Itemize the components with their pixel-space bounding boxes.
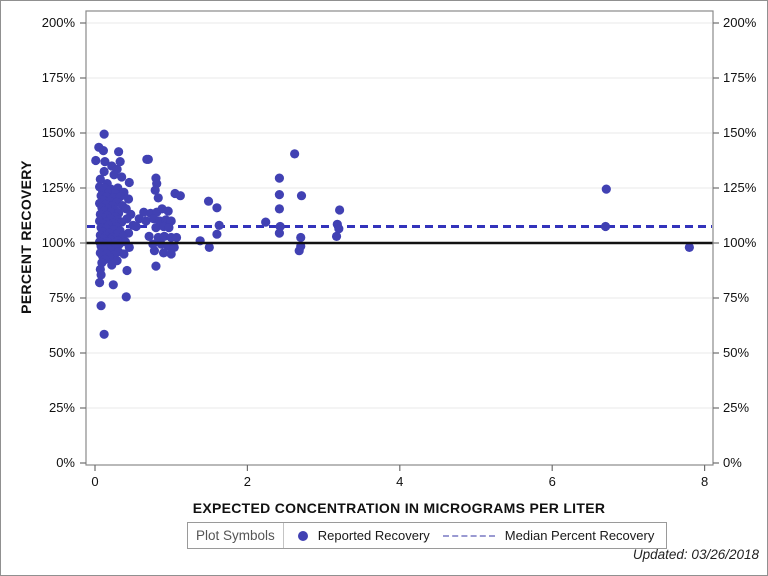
x-tick-label: 0: [91, 474, 99, 489]
data-point: [274, 204, 285, 214]
data-point: [214, 220, 224, 230]
y-tick-label-left: 125%: [41, 180, 75, 195]
y-tick-label-left: 50%: [48, 345, 75, 360]
data-point: [163, 206, 173, 216]
y-tick-label-right: 50%: [723, 345, 750, 360]
y-tick-label-right: 100%: [723, 235, 757, 250]
y-tick-label-right: 200%: [723, 15, 757, 30]
data-point: [151, 261, 161, 271]
y-tick-label-left: 150%: [41, 125, 75, 140]
data-point: [164, 223, 174, 233]
data-point: [122, 265, 132, 276]
data-point: [143, 154, 153, 164]
data-point: [121, 292, 131, 302]
data-point: [296, 232, 306, 243]
legend: Plot Symbols Reported Recovery Median Pe…: [187, 522, 668, 549]
data-point: [203, 196, 214, 206]
data-point: [100, 157, 110, 167]
y-tick-label-left: 175%: [41, 70, 75, 85]
y-tick-label-right: 175%: [723, 70, 757, 85]
data-point: [117, 172, 127, 182]
data-point: [91, 155, 101, 166]
data-point: [684, 242, 694, 252]
data-point: [175, 191, 185, 201]
data-point: [114, 147, 124, 157]
data-point: [96, 301, 106, 311]
x-tick-label: 2: [243, 474, 252, 489]
y-tick-label-right: 125%: [723, 180, 757, 195]
data-point: [296, 191, 307, 201]
data-point: [159, 231, 169, 241]
data-point: [99, 329, 109, 339]
data-point: [141, 216, 151, 226]
legend-divider: [282, 523, 284, 548]
data-point: [204, 242, 214, 252]
y-tick-label-left: 25%: [48, 400, 75, 415]
data-point: [108, 280, 118, 290]
data-point: [94, 278, 105, 288]
data-point: [99, 166, 109, 177]
data-point: [96, 270, 106, 280]
y-tick-label-right: 150%: [723, 125, 757, 140]
x-tick-label: 4: [396, 474, 404, 489]
y-tick-label-right: 0%: [723, 455, 742, 470]
y-tick-label-left: 200%: [41, 15, 75, 30]
data-point: [119, 249, 129, 259]
x-axis-title: EXPECTED CONCENTRATION IN MICROGRAMS PER…: [192, 500, 606, 516]
data-point: [151, 223, 161, 233]
x-tick-label: 6: [548, 474, 556, 489]
legend-item-median-percent-recovery: Median Percent Recovery: [504, 528, 655, 543]
data-point: [274, 228, 285, 238]
data-point: [274, 173, 285, 183]
y-tick-label-right: 75%: [723, 290, 750, 305]
data-point: [334, 224, 344, 234]
data-point: [335, 205, 345, 215]
data-point: [139, 207, 149, 217]
data-point: [109, 170, 119, 180]
y-axis-title: PERCENT RECOVERY: [18, 160, 34, 314]
data-point: [600, 221, 611, 232]
data-point: [212, 229, 222, 239]
data-point: [290, 149, 300, 159]
data-point: [601, 184, 611, 194]
legend-item-reported-recovery: Reported Recovery: [317, 528, 430, 543]
data-point: [124, 242, 134, 252]
data-point: [274, 190, 285, 200]
median-line-sample-icon: [442, 534, 495, 537]
data-point: [98, 146, 108, 156]
data-point: [153, 193, 163, 203]
data-point: [144, 231, 154, 241]
data-point: [149, 246, 160, 256]
data-point: [212, 203, 222, 213]
data-point: [124, 177, 134, 188]
updated-date-note: Updated: 03/26/2018: [632, 547, 759, 562]
y-tick-label-left: 100%: [41, 235, 75, 250]
data-point: [115, 157, 125, 167]
data-point: [131, 221, 141, 232]
data-point: [331, 231, 342, 241]
data-point: [150, 185, 160, 195]
data-point: [123, 194, 134, 204]
data-point: [158, 248, 169, 258]
data-point: [99, 129, 109, 139]
data-point: [107, 260, 117, 270]
data-point: [261, 217, 271, 227]
y-tick-label-left: 75%: [48, 290, 75, 305]
data-point: [95, 174, 105, 184]
legend-title: Plot Symbols: [196, 528, 275, 543]
reported-recovery-marker-icon: [297, 530, 308, 541]
y-tick-label-left: 0%: [56, 455, 75, 470]
x-tick-label: 8: [700, 474, 709, 489]
data-point: [171, 232, 182, 243]
data-point: [166, 249, 176, 259]
y-tick-label-right: 25%: [723, 400, 750, 415]
data-point: [294, 246, 304, 256]
